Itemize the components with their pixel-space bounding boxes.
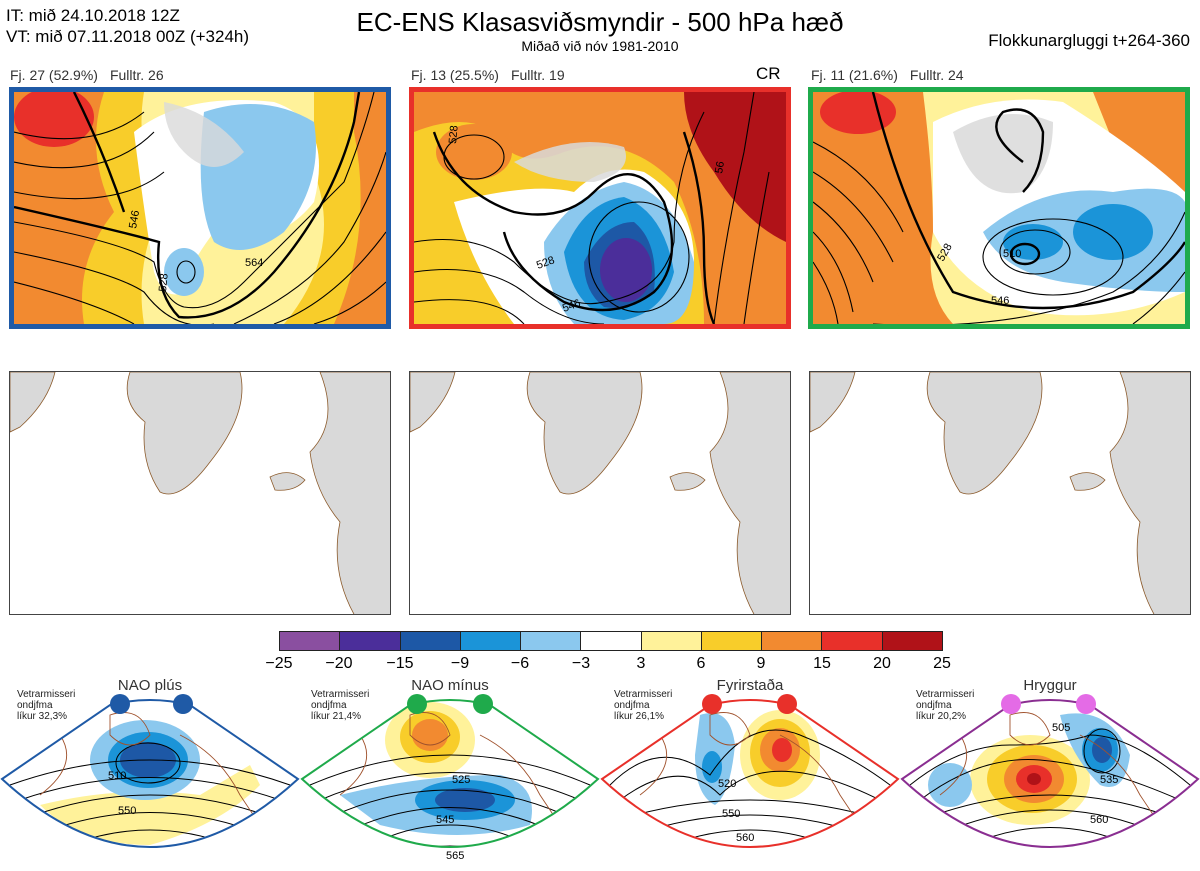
colorbar-bin: [280, 632, 341, 650]
colorbar-tick: −3: [571, 655, 591, 672]
vt-line: VT: mið 07.11.2018 00Z (+324h): [6, 27, 250, 46]
regime-2-title: NAO mínus: [411, 677, 489, 694]
regime-ridge: 505 535 560 Hryggur Vetrarmisseri ondjfma…: [900, 675, 1200, 871]
regime-3-contour-label: 520: [718, 778, 736, 790]
colorbar-tick: 6: [696, 655, 706, 672]
panel-1-label: Fj. 27 (52.9%) Fulltr. 26: [10, 67, 176, 83]
panel-2-label: Fj. 13 (25.5%) Fulltr. 19: [411, 67, 577, 83]
regime-3-contour-label: 560: [736, 832, 754, 844]
panel-2-contour-label: 528: [447, 125, 461, 144]
colorbar-bin: [460, 632, 522, 650]
regime-4-title: Hryggur: [1023, 677, 1077, 694]
regime-nao-minus: 525 545 565 NAO mínus Vetrarmisseri ondjf…: [300, 675, 600, 871]
colorbar-tick: −9: [450, 655, 470, 672]
panel-2-rep: Fulltr. 19: [510, 67, 565, 83]
regime-nao-plus: 510 550 NAO plús Vetrarmisseri ondjfma lík…: [0, 675, 300, 871]
panel-3-count: Fj. 11 (21.6%): [811, 67, 898, 83]
regime-1-contour-label: 550: [118, 805, 136, 817]
colorbar-bin: [641, 632, 702, 650]
panel-3-contour-label: 510: [1003, 248, 1021, 260]
colorbar-tick: −20: [325, 655, 353, 672]
regime-4-contour-label: 505: [1052, 722, 1070, 734]
regime-2-contour-label: 545: [436, 814, 454, 826]
panel-2-count: Fj. 13 (25.5%): [411, 67, 499, 83]
panel-3-label: Fj. 11 (21.6%) Fulltr. 24: [811, 67, 976, 83]
colorbar-bin: [400, 632, 461, 650]
regime-1-note: Vetrarmisseri ondjfma líkur 32,3%: [17, 689, 76, 722]
regime-1-contour-label: 510: [108, 770, 126, 782]
panel-2-contour-label: 546: [561, 297, 582, 315]
panel-2-contour-label: 56: [713, 160, 727, 174]
it-line: IT: mið 24.10.2018 12Z: [6, 6, 180, 25]
colorbar-tick: 15: [813, 655, 831, 672]
colorbar-tick: 25: [933, 655, 951, 672]
page-title: EC-ENS Klasasviðsmyndir - 500 hPa hæð: [356, 7, 844, 37]
regime-2-contour-label: 565: [446, 850, 464, 862]
regime-2-contour-label: 525: [452, 774, 470, 786]
colorbar: [279, 631, 943, 651]
colorbar-tick: −15: [386, 655, 414, 672]
panel-1-count: Fj. 27 (52.9%): [10, 67, 98, 83]
regime-3-note: Vetrarmisseri ondjfma líkur 26,1%: [614, 689, 673, 722]
header-dates: IT: mið 24.10.2018 12Z VT: mið 07.11.201…: [6, 5, 249, 47]
regime-blocking: 520 550 560 Fyrirstaða Vetrarmisseri ondj…: [600, 675, 900, 871]
regime-4-contour-label: 560: [1090, 814, 1108, 826]
land-map-1: [9, 371, 391, 615]
colorbar-bin: [340, 632, 401, 650]
panel-2-contour-label: 528: [535, 254, 556, 272]
regime-2-note: Vetrarmisseri ondjfma líkur 21,4%: [311, 689, 370, 722]
panel-2-tag: CR: [756, 64, 781, 83]
page-subtitle: Miðað við nóv 1981-2010: [521, 38, 679, 54]
colorbar-tick: −6: [510, 655, 530, 672]
colorbar-bin: [521, 632, 582, 650]
colorbar-bin: [882, 632, 942, 650]
colorbar-tick: −25: [265, 655, 293, 672]
cluster-map-2: 528 528 546 56: [409, 87, 791, 329]
cluster-map-3: 510 546 528: [808, 87, 1190, 329]
panel-1-contour-label: 564: [245, 257, 263, 269]
colorbar-tick: 3: [636, 655, 646, 672]
land-map-3: [809, 371, 1191, 615]
panel-1-contour-label: 528: [157, 273, 171, 292]
colorbar-tick: 20: [873, 655, 891, 672]
colorbar-bin: [701, 632, 763, 650]
regime-3-title: Fyrirstaða: [716, 677, 784, 694]
colorbar-bin: [581, 632, 642, 650]
regime-3-contour-label: 550: [722, 808, 740, 820]
cluster-map-1: 546 564 528: [9, 87, 391, 329]
panel-1-contour-label: 546: [127, 209, 142, 229]
panel-3-rep: Fulltr. 24: [909, 67, 964, 83]
regime-1-title: NAO plús: [117, 677, 183, 694]
window-label: Flokkunargluggi t+264-360: [988, 31, 1190, 50]
panel-3-contour-label: 546: [991, 295, 1009, 307]
colorbar-bin: [762, 632, 823, 650]
land-map-2: [409, 371, 791, 615]
regime-4-note: Vetrarmisseri ondjfma líkur 20,2%: [916, 689, 975, 722]
regime-4-contour-label: 535: [1100, 774, 1118, 786]
colorbar-bin: [822, 632, 883, 650]
panel-1-rep: Fulltr. 26: [109, 67, 164, 83]
colorbar-tick: 9: [756, 655, 766, 672]
